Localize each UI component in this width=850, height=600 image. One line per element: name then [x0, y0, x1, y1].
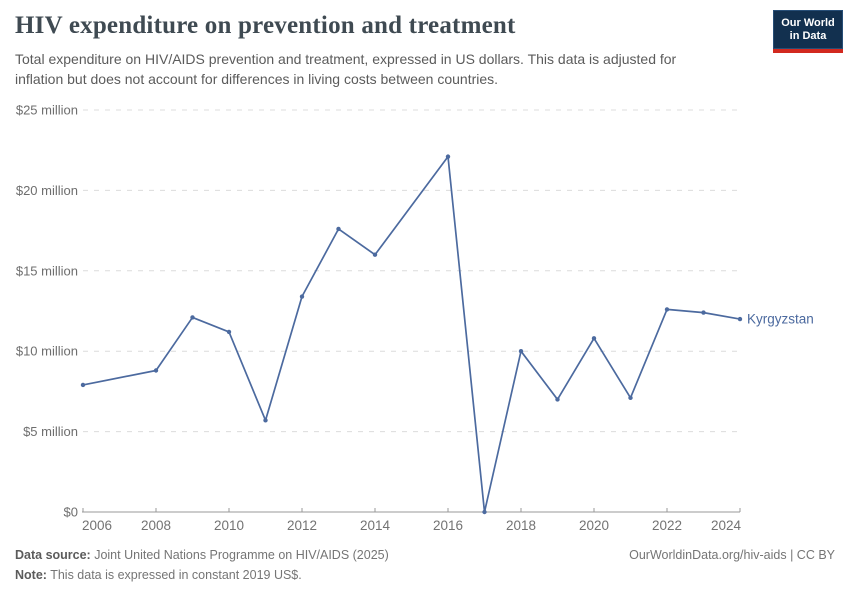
series-point[interactable]: [263, 418, 268, 423]
owid-logo[interactable]: Our World in Data: [773, 10, 843, 53]
x-tick-label: 2024: [711, 518, 742, 533]
series-point[interactable]: [701, 310, 706, 315]
series-point[interactable]: [190, 315, 195, 320]
series-point[interactable]: [299, 294, 305, 299]
data-source-line: Data source: Joint United Nations Progra…: [15, 545, 389, 565]
series-point[interactable]: [336, 226, 341, 232]
note-text: This data is expressed in constant 2019 …: [46, 568, 302, 582]
x-tick-label: 2022: [652, 518, 682, 533]
line-chart[interactable]: $0 $5 million $10 million $15 million $20 mi…: [0, 95, 850, 545]
x-tick-label: 2018: [506, 518, 536, 533]
owid-logo-stripe: [773, 49, 843, 53]
series-point[interactable]: [591, 336, 597, 341]
owid-logo-line1: Our World: [781, 16, 835, 29]
attribution-link[interactable]: OurWorldinData.org/hiv-aids | CC BY: [629, 548, 835, 562]
series-point[interactable]: [80, 382, 86, 388]
chart-header: HIV expenditure on prevention and treatm…: [15, 12, 835, 89]
owid-logo-box: Our World in Data: [773, 10, 843, 49]
y-tick-label: $25 million: [16, 103, 78, 118]
series-line[interactable]: [82, 155, 741, 513]
note-line: Note: This data is expressed in constant…: [15, 568, 302, 582]
x-tick-label: 2008: [141, 518, 171, 533]
owid-logo-line2: in Data: [789, 29, 827, 42]
y-tick-label: $10 million: [16, 344, 78, 359]
series-point[interactable]: [737, 316, 743, 322]
y-tick-label: $20 million: [16, 183, 78, 198]
chart-subtitle: Total expenditure on HIV/AIDS prevention…: [15, 51, 677, 87]
x-tick-label: 2014: [360, 518, 391, 533]
series-point[interactable]: [555, 397, 560, 402]
series-point[interactable]: [482, 509, 487, 515]
x-tick-label: 2006: [82, 518, 112, 533]
x-tick-label: 2016: [433, 518, 463, 533]
series-point[interactable]: [445, 154, 451, 159]
series-point[interactable]: [153, 368, 159, 373]
note-label: Note:: [15, 568, 47, 582]
data-source-text: Joint United Nations Programme on HIV/AI…: [90, 548, 389, 562]
chart-footer: Data source: Joint United Nations Progra…: [15, 545, 835, 585]
x-tick-label: 2012: [287, 518, 317, 533]
series-point[interactable]: [372, 252, 378, 257]
y-tick-label: $5 million: [23, 424, 78, 439]
x-tick-label: 2020: [579, 518, 609, 533]
series-point[interactable]: [664, 307, 670, 312]
series-point[interactable]: [628, 395, 633, 401]
data-source-label: Data source:: [15, 548, 91, 562]
series-point[interactable]: [226, 329, 232, 335]
series-end-label[interactable]: Kyrgyzstan: [747, 312, 814, 327]
y-tick-label: $15 million: [16, 263, 78, 278]
series-point[interactable]: [518, 349, 524, 354]
y-tick-label: $0: [64, 505, 78, 520]
x-tick-label: 2010: [214, 518, 244, 533]
page-title: HIV expenditure on prevention and treatm…: [15, 12, 516, 39]
